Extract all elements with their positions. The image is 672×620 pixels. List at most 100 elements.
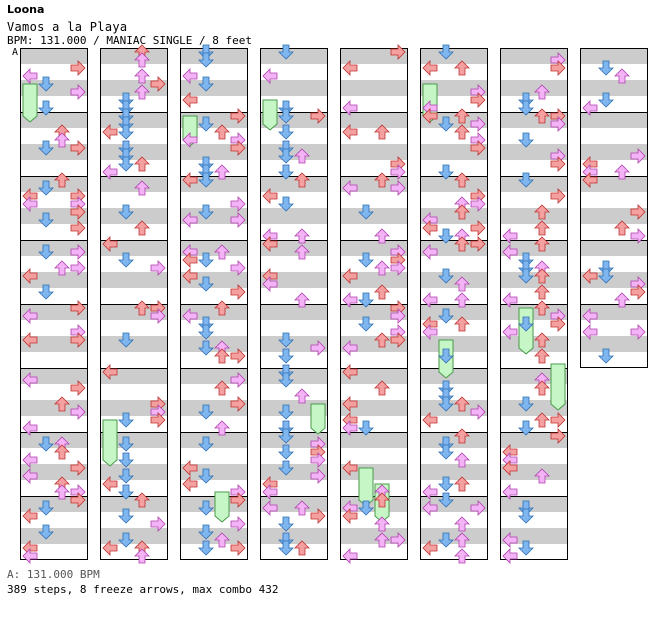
step-arrow-left bbox=[422, 108, 438, 124]
step-arrow-right bbox=[550, 412, 566, 428]
freeze-arrow bbox=[358, 467, 374, 507]
step-arrow-down bbox=[278, 164, 294, 180]
step-arrow-left bbox=[102, 236, 118, 252]
step-arrow-down bbox=[118, 452, 134, 468]
step-arrow-left bbox=[342, 124, 358, 140]
step-arrow-down bbox=[198, 468, 214, 484]
step-arrow-down bbox=[118, 108, 134, 124]
step-arrow-right bbox=[630, 148, 646, 164]
step-arrow-down bbox=[38, 500, 54, 516]
step-arrow-up bbox=[614, 292, 630, 308]
step-arrow-right bbox=[470, 220, 486, 236]
beat-stripe bbox=[100, 336, 168, 352]
step-arrow-left bbox=[342, 460, 358, 476]
step-arrow-left bbox=[22, 308, 38, 324]
step-arrow-down bbox=[518, 508, 534, 524]
step-arrow-right bbox=[230, 196, 246, 212]
step-arrow-down bbox=[118, 116, 134, 132]
step-arrow-up bbox=[54, 396, 70, 412]
step-arrow-down bbox=[278, 44, 294, 60]
chart-column-8 bbox=[580, 48, 648, 368]
step-arrow-down bbox=[518, 420, 534, 436]
step-arrow-down bbox=[118, 124, 134, 140]
step-arrow-left bbox=[182, 460, 198, 476]
beat-stripe bbox=[100, 528, 168, 544]
step-arrow-down bbox=[38, 244, 54, 260]
step-arrow-right bbox=[230, 284, 246, 300]
step-arrow-right bbox=[70, 84, 86, 100]
step-arrow-right bbox=[390, 332, 406, 348]
step-arrow-down bbox=[438, 476, 454, 492]
step-arrow-down bbox=[518, 500, 534, 516]
song-artist: Loona bbox=[7, 3, 45, 16]
step-arrow-down bbox=[198, 172, 214, 188]
step-arrow-down bbox=[598, 260, 614, 276]
step-arrow-down bbox=[198, 316, 214, 332]
step-arrow-left bbox=[582, 100, 598, 116]
step-arrow-up bbox=[294, 172, 310, 188]
beat-stripe bbox=[500, 336, 568, 352]
step-arrow-left bbox=[102, 364, 118, 380]
step-arrow-left bbox=[422, 412, 438, 428]
step-arrow-left bbox=[342, 364, 358, 380]
step-arrow-up bbox=[54, 172, 70, 188]
step-arrow-down bbox=[198, 164, 214, 180]
step-arrow-up bbox=[294, 292, 310, 308]
beat-stripe bbox=[500, 80, 568, 96]
step-arrow-left bbox=[102, 164, 118, 180]
beat-stripe bbox=[340, 80, 408, 96]
step-arrow-down bbox=[118, 468, 134, 484]
step-arrow-down bbox=[438, 308, 454, 324]
beat-stripe bbox=[180, 48, 248, 64]
step-arrow-left bbox=[422, 484, 438, 500]
step-arrow-left bbox=[342, 548, 358, 564]
step-arrow-up bbox=[214, 532, 230, 548]
bpm-legend: A: 131.000 BPM bbox=[7, 568, 100, 581]
step-arrow-left bbox=[182, 132, 198, 148]
beat-stripe bbox=[260, 208, 328, 224]
step-arrow-down bbox=[438, 436, 454, 452]
step-arrow-down bbox=[438, 44, 454, 60]
beat-stripe bbox=[20, 528, 88, 544]
column-border bbox=[580, 48, 648, 368]
step-arrow-right bbox=[310, 508, 326, 524]
step-arrow-left bbox=[182, 252, 198, 268]
beat-stripe bbox=[340, 208, 408, 224]
step-arrow-up bbox=[134, 300, 150, 316]
step-arrow-left bbox=[182, 268, 198, 284]
step-arrow-down bbox=[278, 428, 294, 444]
step-arrow-left bbox=[342, 340, 358, 356]
step-arrow-left bbox=[262, 188, 278, 204]
step-arrow-up bbox=[54, 484, 70, 500]
step-arrow-right bbox=[70, 332, 86, 348]
step-arrow-up bbox=[134, 84, 150, 100]
step-arrow-down bbox=[198, 340, 214, 356]
beat-stripe bbox=[260, 304, 328, 320]
step-arrow-right bbox=[70, 460, 86, 476]
bpm-marker: A bbox=[12, 47, 19, 58]
step-arrow-down bbox=[358, 316, 374, 332]
step-arrow-down bbox=[358, 420, 374, 436]
step-arrow-up bbox=[454, 548, 470, 564]
freeze-arrow bbox=[310, 403, 326, 435]
step-arrow-up bbox=[614, 164, 630, 180]
beat-stripe bbox=[100, 464, 168, 480]
beat-stripe bbox=[420, 48, 488, 64]
step-arrow-right bbox=[150, 76, 166, 92]
step-arrow-down bbox=[118, 332, 134, 348]
step-arrow-left bbox=[102, 124, 118, 140]
step-arrow-right bbox=[470, 196, 486, 212]
step-arrow-down bbox=[198, 436, 214, 452]
step-arrow-up bbox=[134, 156, 150, 172]
freeze-arrow bbox=[102, 419, 118, 467]
step-arrow-left bbox=[422, 220, 438, 236]
step-arrow-up bbox=[534, 332, 550, 348]
beat-stripe bbox=[340, 432, 408, 448]
step-arrow-up bbox=[294, 388, 310, 404]
step-arrow-right bbox=[230, 516, 246, 532]
step-arrow-down bbox=[438, 396, 454, 412]
step-arrow-up bbox=[374, 228, 390, 244]
beat-stripe bbox=[500, 176, 568, 192]
chart-column-2 bbox=[100, 44, 168, 564]
freeze-arrow bbox=[262, 99, 278, 131]
